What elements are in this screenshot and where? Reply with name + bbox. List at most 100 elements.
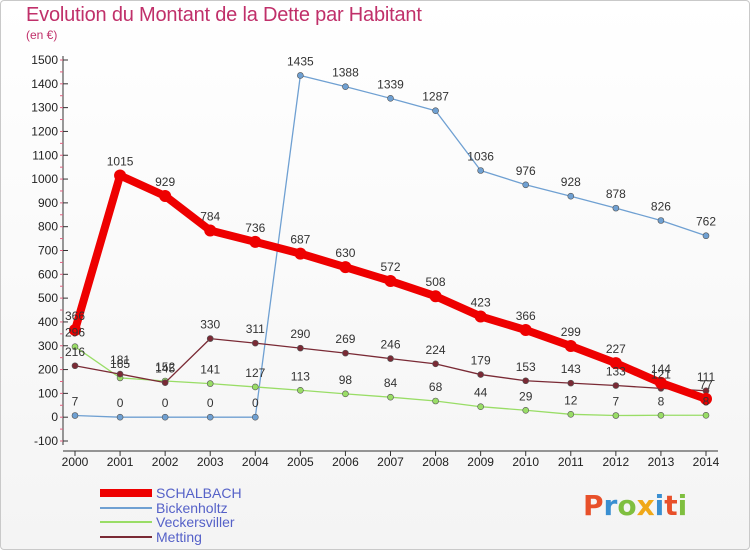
data-label: 0 (117, 396, 124, 410)
data-point (71, 362, 79, 370)
x-tick-label: 2010 (512, 455, 539, 469)
data-label: 572 (380, 260, 400, 274)
chart-title: Evolution du Montant de la Dette par Hab… (26, 4, 422, 26)
data-point (657, 217, 665, 224)
data-point (339, 261, 352, 274)
data-point (251, 339, 259, 347)
legend-item-veckersviller: Veckersviller (100, 514, 300, 530)
data-label: 44 (474, 386, 488, 400)
data-point (432, 397, 439, 405)
data-label: 227 (606, 342, 626, 356)
y-tick-label: 900 (38, 196, 58, 210)
x-tick-label: 2001 (107, 455, 134, 469)
legend-swatch (100, 535, 152, 538)
x-tick-label: 2013 (648, 455, 675, 469)
data-label: 111 (697, 370, 716, 384)
data-point (159, 189, 172, 202)
data-point (294, 247, 307, 260)
data-label: 366 (65, 309, 85, 323)
data-label: 84 (384, 376, 398, 390)
x-tick-label: 2006 (332, 455, 359, 469)
chart-subtitle: (en €) (26, 28, 58, 42)
y-tick-label: 700 (38, 244, 58, 258)
data-label: 1339 (377, 77, 404, 91)
y-tick-label: 800 (38, 220, 58, 234)
data-label: 423 (471, 295, 491, 309)
data-label: 1036 (467, 149, 494, 163)
data-label: 153 (516, 360, 536, 374)
data-label: 216 (65, 345, 85, 359)
data-point (432, 107, 439, 115)
data-point (387, 95, 394, 102)
data-label: 269 (335, 332, 355, 346)
data-point (297, 72, 304, 79)
data-label: 929 (155, 175, 175, 189)
data-label: 165 (110, 357, 130, 371)
data-point (702, 411, 710, 419)
data-point (387, 355, 394, 362)
data-label: 145 (155, 362, 175, 376)
data-point (567, 192, 575, 200)
data-label: 7 (613, 395, 620, 409)
legend-label: Veckersviller (156, 514, 235, 530)
data-label: 976 (516, 164, 536, 178)
data-point (297, 344, 304, 352)
legend-label: Bickenholtz (156, 499, 228, 516)
data-point (567, 379, 575, 387)
data-label: 630 (335, 246, 355, 260)
data-label: 928 (561, 175, 581, 189)
logo-letter: o (617, 489, 637, 522)
data-label: 878 (606, 187, 626, 201)
y-tick-label: 100 (38, 386, 58, 400)
data-label: 133 (606, 365, 626, 379)
data-label: 152 (155, 360, 175, 374)
data-label: 687 (290, 233, 310, 247)
legend-swatch (100, 506, 152, 509)
x-tick-label: 2008 (422, 455, 449, 469)
data-label: 141 (200, 363, 220, 377)
data-label: 121 (651, 367, 671, 381)
x-tick-label: 2009 (467, 455, 494, 469)
data-label: 12 (564, 393, 578, 407)
data-label: 311 (246, 322, 265, 336)
data-label: 0 (252, 396, 259, 410)
data-point (342, 349, 349, 357)
data-point (342, 83, 349, 90)
data-label: 113 (291, 369, 310, 383)
data-point (654, 376, 667, 389)
x-tick-label: 2000 (62, 455, 89, 469)
data-label: 508 (426, 275, 446, 289)
x-tick-label: 2011 (558, 455, 584, 469)
data-point (384, 274, 397, 287)
data-label: 179 (471, 354, 491, 368)
y-tick-label: 1000 (31, 172, 58, 186)
data-label: 224 (426, 343, 446, 357)
data-point (161, 413, 169, 421)
y-tick-label: 600 (38, 267, 58, 281)
data-point (477, 371, 484, 378)
data-point (429, 290, 442, 303)
data-label: 0 (207, 396, 214, 410)
data-label: 8 (703, 394, 710, 408)
data-point (71, 343, 79, 351)
legend-swatch (100, 489, 152, 497)
data-point (251, 413, 259, 421)
data-point (612, 382, 620, 389)
data-label: 1388 (332, 66, 359, 80)
data-point (297, 386, 304, 394)
data-label: 736 (245, 221, 265, 235)
series-bickenholtz (71, 72, 710, 421)
data-point (161, 379, 169, 386)
data-label: 7 (72, 395, 79, 409)
data-label: 1287 (422, 90, 449, 104)
data-label: 1435 (287, 54, 314, 68)
data-point (564, 339, 577, 352)
data-point (474, 310, 487, 323)
data-label: 296 (65, 326, 85, 340)
series-metting (71, 335, 710, 395)
logo-letter: x (636, 489, 655, 522)
data-point (612, 204, 620, 212)
y-tick-label: 1300 (31, 101, 58, 115)
y-tick-label: -100 (34, 434, 58, 448)
